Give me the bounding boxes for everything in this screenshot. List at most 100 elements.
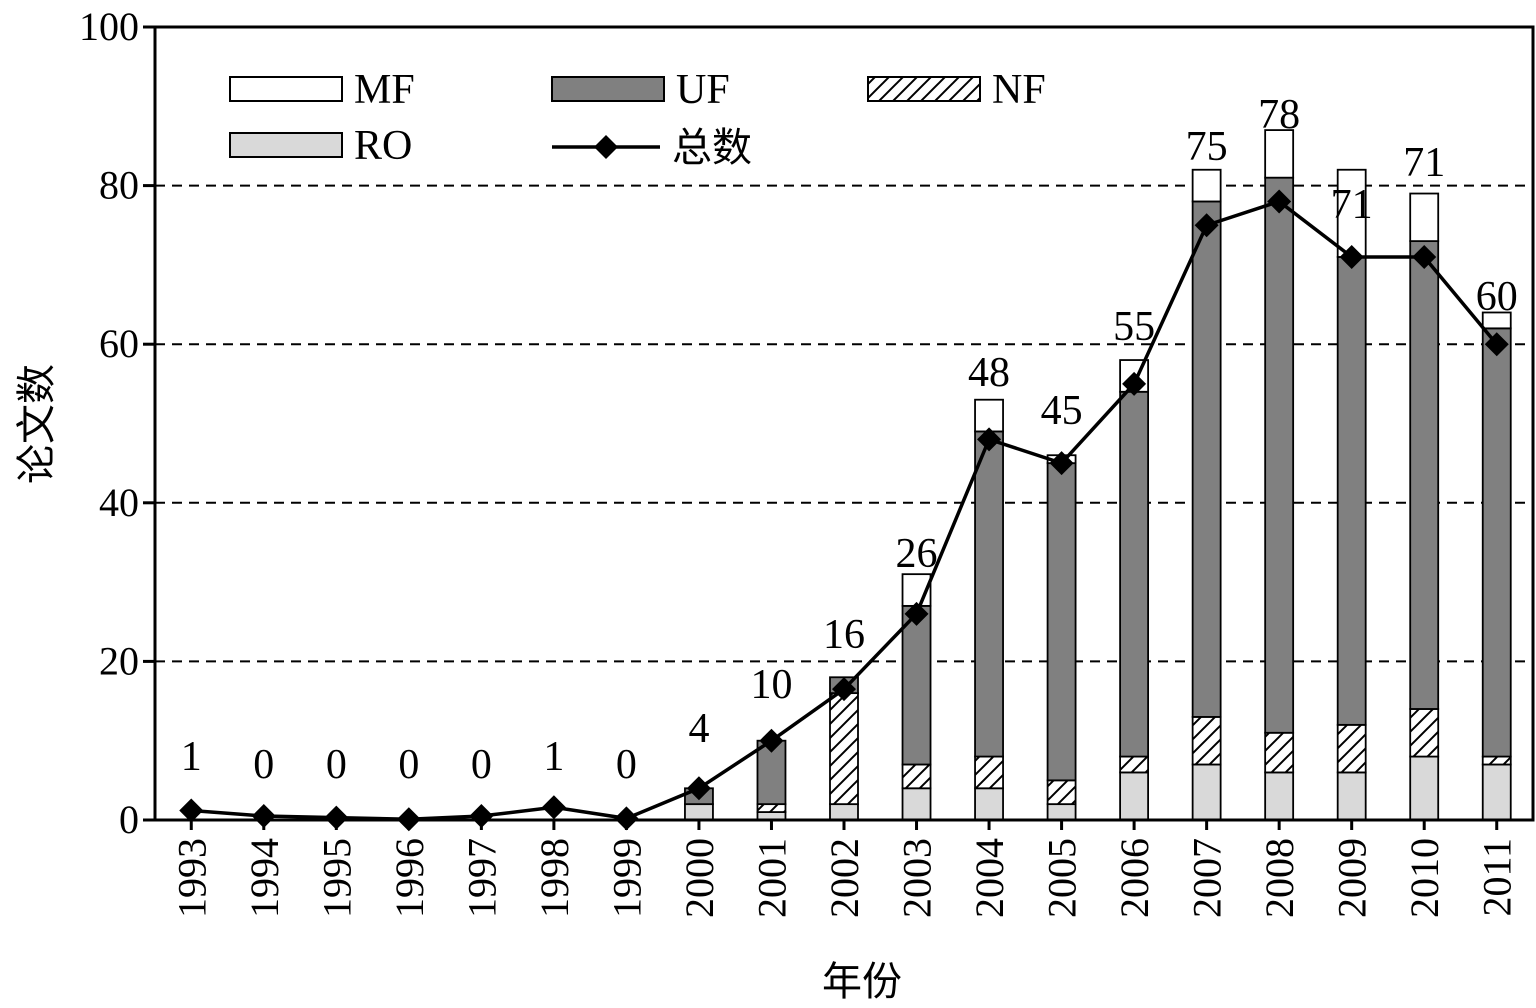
total-point-2011 xyxy=(1484,332,1509,357)
legend-swatch-ro xyxy=(229,132,343,158)
data-label-2011: 60 xyxy=(1476,274,1518,320)
legend-label-total: 总数 xyxy=(672,125,752,171)
bar-mf-2010 xyxy=(1409,192,1440,243)
grid-lines xyxy=(155,184,1533,663)
data-label-2000: 4 xyxy=(688,706,709,752)
bar-nf-2011 xyxy=(1481,755,1512,766)
total-point-1997 xyxy=(469,804,494,829)
bar-uf-2004 xyxy=(974,430,1004,758)
x-tick-label-1996: 1996 xyxy=(387,838,432,918)
total-point-1999 xyxy=(614,806,639,831)
bar-uf-2009 xyxy=(1336,256,1367,726)
data-label-1995: 0 xyxy=(326,742,347,788)
legend-label-uf: UF xyxy=(676,67,730,113)
total-point-1994 xyxy=(251,804,276,829)
legend: MF UF NF RO 总数 xyxy=(229,67,1046,171)
legend-swatch-uf xyxy=(551,76,665,102)
bars xyxy=(684,129,1512,821)
data-label-2008: 78 xyxy=(1258,92,1300,138)
legend-label-mf: MF xyxy=(354,67,415,113)
bar-ro-2002 xyxy=(829,803,859,821)
bar-ro-2011 xyxy=(1481,763,1512,821)
total-point-2010 xyxy=(1412,244,1437,269)
bar-mf-2007 xyxy=(1191,168,1222,203)
bar-uf-2006 xyxy=(1119,390,1150,758)
x-tick-label-1994: 1994 xyxy=(242,838,287,918)
bar-nf-2009 xyxy=(1336,723,1367,774)
x-tick-label-1999: 1999 xyxy=(604,838,649,918)
total-point-2002 xyxy=(832,677,856,702)
bar-nf-2006 xyxy=(1119,755,1150,774)
data-label-1993: 1 xyxy=(181,734,202,780)
x-tick-label-2005: 2005 xyxy=(1040,838,1085,918)
legend-label-ro: RO xyxy=(354,123,412,169)
data-label-2006: 55 xyxy=(1113,304,1155,350)
bar-ro-2007 xyxy=(1191,763,1222,821)
data-label-2005: 45 xyxy=(1041,388,1083,434)
data-label-2003: 26 xyxy=(896,531,938,577)
total-point-2001 xyxy=(759,728,784,753)
y-tick-label: 60 xyxy=(99,321,139,366)
bar-ro-2004 xyxy=(974,787,1004,821)
total-point-2007 xyxy=(1194,213,1219,238)
x-tick-label-2007: 2007 xyxy=(1185,838,1230,918)
legend-marker-total xyxy=(594,135,618,159)
bar-nf-2004 xyxy=(974,755,1004,790)
data-label-1994: 0 xyxy=(253,742,274,788)
x-axis-title: 年份 xyxy=(822,959,902,1005)
data-label-2010: 71 xyxy=(1403,140,1445,186)
bar-uf-2008 xyxy=(1264,176,1295,734)
x-tick-label-2006: 2006 xyxy=(1112,838,1157,918)
data-label-2001: 10 xyxy=(750,662,792,708)
bar-uf-2003 xyxy=(901,604,932,766)
x-tick-label-2000: 2000 xyxy=(677,838,722,918)
x-tick-label-1997: 1997 xyxy=(459,838,504,918)
bar-ro-2006 xyxy=(1119,771,1150,821)
total-point-2009 xyxy=(1339,244,1364,269)
bar-uf-2011 xyxy=(1481,327,1512,758)
bar-uf-2007 xyxy=(1191,200,1222,718)
data-label-1996: 0 xyxy=(398,742,419,788)
total-point-1993 xyxy=(179,798,204,823)
x-tick-label-1993: 1993 xyxy=(169,838,214,918)
y-axis-title: 论文数 xyxy=(14,364,60,484)
x-tick-label-2002: 2002 xyxy=(822,838,867,918)
data-label-2009: 71 xyxy=(1331,182,1373,228)
bar-ro-2008 xyxy=(1264,771,1295,821)
total-point-2000 xyxy=(686,776,711,801)
total-point-2005 xyxy=(1049,451,1074,476)
bar-ro-2005 xyxy=(1046,803,1077,821)
x-tick-label-2008: 2008 xyxy=(1257,838,1302,918)
bar-mf-2004 xyxy=(974,398,1004,433)
x-tick-label-2011: 2011 xyxy=(1475,838,1520,917)
data-label-1998: 1 xyxy=(543,734,564,780)
x-tick-label-1995: 1995 xyxy=(314,838,359,918)
data-label-1997: 0 xyxy=(471,742,492,788)
bar-ro-2003 xyxy=(901,787,932,821)
bar-mf-2011 xyxy=(1481,311,1512,330)
x-tick-label-2001: 2001 xyxy=(749,838,794,918)
data-label-1999: 0 xyxy=(616,742,637,788)
y-tick-label: 40 xyxy=(99,480,139,525)
data-label-2002: 16 xyxy=(823,612,865,658)
y-tick-label: 0 xyxy=(119,797,139,842)
bar-nf-2010 xyxy=(1409,708,1440,758)
y-tick-label: 100 xyxy=(79,4,139,49)
bar-ro-2009 xyxy=(1336,771,1367,821)
bar-mf-2008 xyxy=(1264,129,1295,179)
bar-ro-2010 xyxy=(1409,755,1440,821)
y-tick-label: 20 xyxy=(99,638,139,683)
bar-nf-2001 xyxy=(756,803,787,813)
bar-nf-2005 xyxy=(1046,779,1077,806)
legend-swatch-nf xyxy=(867,76,981,102)
x-tick-label-2003: 2003 xyxy=(895,838,940,918)
total-point-2006 xyxy=(1122,371,1147,396)
bar-ro-2000 xyxy=(684,803,714,821)
x-tick-label-2004: 2004 xyxy=(967,838,1012,918)
bar-nf-2002 xyxy=(829,692,859,806)
data-label-2007: 75 xyxy=(1186,124,1228,170)
total-point-1995 xyxy=(324,805,349,830)
